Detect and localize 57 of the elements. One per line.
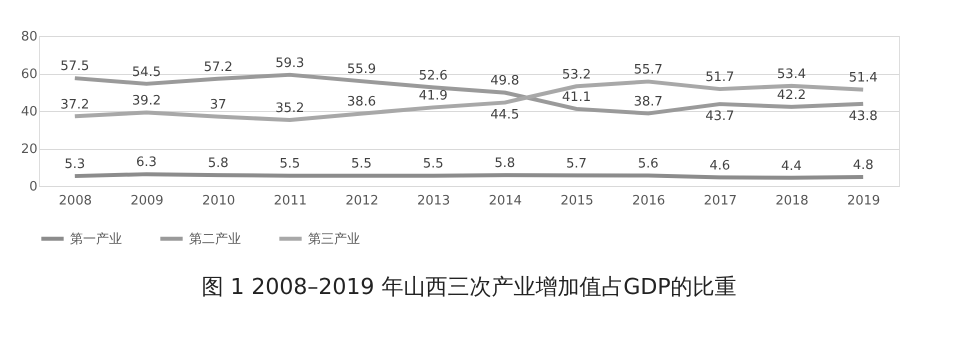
- legend-label: 第一产业: [70, 232, 122, 247]
- x-tick-label: 2011: [274, 194, 307, 208]
- y-tick-label: 60: [20, 67, 38, 82]
- x-tick-label: 2008: [58, 194, 92, 208]
- legend-label: 第二产业: [189, 232, 241, 247]
- x-tick-label: 2016: [632, 194, 666, 208]
- y-tick-label: 80: [20, 30, 38, 44]
- x-tick-label: 2010: [202, 194, 236, 208]
- data-label: 5.6: [638, 156, 659, 172]
- data-label: 5.3: [64, 157, 86, 172]
- data-label: 43.7: [705, 109, 734, 124]
- data-label: 53.2: [562, 67, 591, 82]
- x-tick-label: 2014: [488, 194, 522, 208]
- data-label: 39.2: [132, 94, 161, 108]
- data-label: 4.6: [709, 158, 730, 174]
- data-label: 55.7: [634, 62, 663, 78]
- x-tick-label: 2009: [130, 194, 164, 208]
- y-tick-label: 0: [29, 180, 38, 194]
- y-tick-label: 40: [20, 104, 38, 120]
- data-label: 57.5: [60, 59, 90, 74]
- x-tick-label: 2013: [417, 194, 450, 208]
- data-label: 44.5: [490, 108, 520, 123]
- data-label: 5.5: [351, 156, 372, 172]
- data-label: 52.6: [418, 68, 448, 84]
- data-label: 43.8: [848, 108, 878, 124]
- x-tick-label: 2018: [775, 194, 809, 208]
- data-label: 51.4: [848, 70, 878, 86]
- data-label: 38.6: [347, 94, 376, 110]
- data-label: 5.5: [279, 156, 300, 172]
- data-label: 59.3: [275, 56, 304, 71]
- data-label: 4.4: [781, 158, 802, 174]
- data-label: 57.2: [204, 60, 233, 75]
- text: 图 1 2008–2019 年山西三次产业增加值占GDP的比重: [201, 275, 737, 300]
- data-label: 49.8: [490, 74, 520, 89]
- data-label: 5.8: [208, 156, 229, 172]
- data-label: 55.9: [347, 62, 376, 78]
- x-tick-label: 2012: [345, 194, 379, 208]
- data-label: 54.5: [132, 64, 161, 80]
- data-label: 5.7: [566, 156, 587, 172]
- y-tick-label: 20: [20, 142, 38, 157]
- data-label: 53.4: [777, 66, 806, 82]
- x-tick-label: 2019: [847, 194, 880, 208]
- data-label: 37.2: [60, 97, 90, 112]
- data-label: 4.8: [852, 158, 874, 173]
- data-label: 42.2: [777, 88, 806, 103]
- x-tick-label: 2017: [704, 194, 737, 208]
- data-label: 41.9: [418, 88, 448, 104]
- legend-label: 第三产业: [308, 232, 360, 247]
- data-label: 41.1: [562, 90, 591, 105]
- data-label: 5.8: [494, 156, 516, 172]
- data-label: 6.3: [136, 155, 157, 170]
- data-label: 5.5: [422, 156, 444, 172]
- data-label: 37: [210, 98, 226, 113]
- data-label: 51.7: [705, 70, 734, 86]
- data-label: 35.2: [275, 101, 304, 116]
- data-label: 38.7: [634, 94, 663, 110]
- x-tick-label: 2015: [560, 194, 594, 208]
